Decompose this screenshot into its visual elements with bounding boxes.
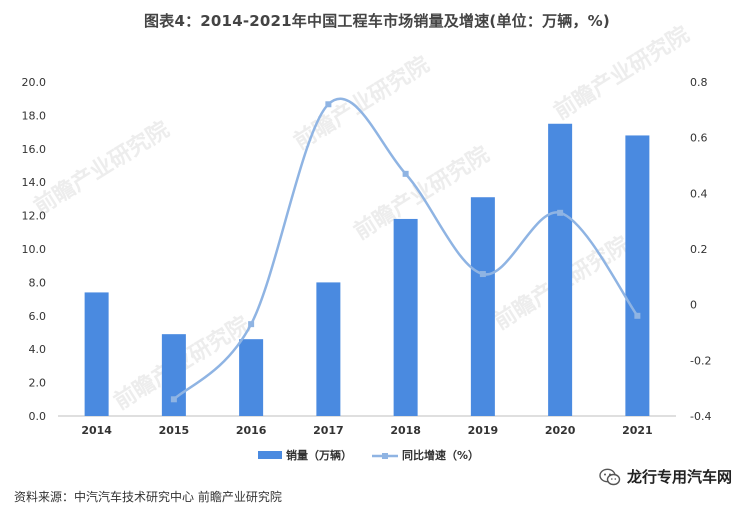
y-right-tick-label: 0.6: [690, 132, 708, 145]
line-marker: [557, 209, 564, 216]
chart-axes: 0.0 2.0 4.0 6.0 8.0 10.0 12.0 14.0 16.0 18.0 20.0 -…: [22, 76, 712, 437]
line-marker: [634, 312, 641, 319]
legend-swatch-marker: [382, 453, 388, 459]
y-left-tick-label: 18.0: [22, 109, 47, 122]
x-tick-label: 2016: [236, 424, 267, 437]
bar: [548, 123, 573, 416]
bar: [239, 339, 264, 416]
y-right-tick-label: -0.2: [690, 354, 711, 367]
watermark-text: 前瞻产业研究院: [29, 116, 173, 220]
x-tick-label: 2020: [545, 424, 576, 437]
y-right-tick-label: 0.2: [690, 243, 708, 256]
legend-label-line: 同比增速（%）: [402, 448, 479, 462]
y-left-tick-label: 10.0: [22, 243, 47, 256]
x-tick-label: 2017: [313, 424, 344, 437]
source-note: 资料来源：中汽汽车技术研究中心 前瞻产业研究院: [14, 490, 282, 504]
bar-series: [84, 123, 650, 416]
y-left-tick-label: 0.0: [29, 410, 47, 423]
line-series: [170, 97, 641, 403]
watermark-text: 前瞻产业研究院: [549, 21, 693, 125]
y-left-tick-label: 6.0: [29, 310, 47, 323]
y-left-tick-label: 4.0: [29, 343, 47, 356]
line-marker: [479, 271, 486, 278]
y-right-tick-label: 0: [690, 299, 697, 312]
chart-title: 图表4：2014-2021年中国工程车市场销量及增速(单位：万辆，%): [144, 12, 610, 30]
watermark-layer: 前瞻产业研究院前瞻产业研究院前瞻产业研究院前瞻产业研究院前瞻产业研究院前瞻产业研…: [29, 21, 693, 415]
y-right-tick-label: 0.8: [690, 76, 708, 89]
bar: [393, 218, 418, 416]
line-marker: [248, 321, 255, 328]
bar: [84, 292, 109, 416]
x-tick-label: 2019: [468, 424, 499, 437]
chart-legend: 销量（万辆） 同比增速（%）: [258, 448, 479, 462]
x-tick-label: 2018: [390, 424, 421, 437]
x-tick-label: 2021: [622, 424, 653, 437]
y-right-tick-label: 0.4: [690, 187, 708, 200]
bar: [625, 135, 650, 416]
x-tick-label: 2015: [159, 424, 190, 437]
legend-label-bar: 销量（万辆）: [286, 448, 352, 462]
legend-swatch-bar: [258, 451, 282, 459]
x-tick-label: 2014: [81, 424, 112, 437]
wechat-icon: [599, 468, 621, 485]
y-left-tick-label: 12.0: [22, 210, 47, 223]
y-left-tick-label: 2.0: [29, 377, 47, 390]
brand-name: 龙行专用汽车网: [626, 468, 732, 486]
brand-badge: 龙行专用汽车网: [599, 466, 732, 487]
bar: [470, 197, 495, 416]
bar: [316, 282, 341, 416]
y-left-tick-label: 16.0: [22, 143, 47, 156]
line-marker: [402, 170, 409, 177]
line-marker: [325, 101, 332, 108]
y-right-tick-label: -0.4: [690, 410, 711, 423]
line-marker: [170, 396, 177, 403]
y-left-tick-label: 14.0: [22, 176, 47, 189]
y-left-tick-label: 20.0: [22, 76, 47, 89]
y-left-tick-label: 8.0: [29, 276, 47, 289]
bar: [161, 334, 186, 416]
